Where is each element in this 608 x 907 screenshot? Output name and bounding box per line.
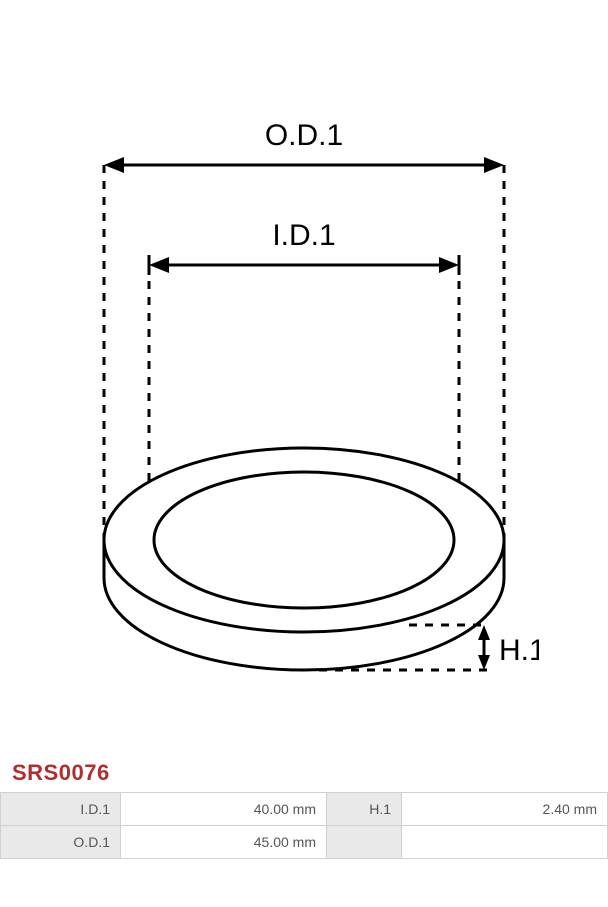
spec-table: I.D.1 40.00 mm H.1 2.40 mm O.D.1 45.00 m… (0, 792, 608, 859)
spec-value: 45.00 mm (121, 826, 327, 859)
h1-label: H.1 (499, 634, 539, 667)
spec-value (402, 826, 608, 859)
part-number: SRS0076 (0, 750, 608, 792)
id-arrow-right (439, 257, 459, 273)
spec-label: O.D.1 (1, 826, 121, 859)
id-label: I.D.1 (272, 219, 335, 252)
ring-diagram: O.D.1 I.D.1 (69, 80, 539, 720)
spec-row: I.D.1 40.00 mm H.1 2.40 mm (1, 793, 608, 826)
od-arrow-left (104, 157, 124, 173)
spec-label: I.D.1 (1, 793, 121, 826)
ring-top-inner (154, 472, 454, 608)
h1-arrow-down (478, 655, 490, 670)
spec-value: 2.40 mm (402, 793, 608, 826)
spec-label: H.1 (327, 793, 402, 826)
spec-row: O.D.1 45.00 mm (1, 826, 608, 859)
h1-arrow-up (478, 625, 490, 640)
diagram-area: O.D.1 I.D.1 (0, 0, 608, 750)
od-arrow-right (484, 157, 504, 173)
spec-value: 40.00 mm (121, 793, 327, 826)
id-arrow-left (149, 257, 169, 273)
od-label: O.D.1 (265, 119, 343, 152)
spec-label (327, 826, 402, 859)
product-spec-sheet: O.D.1 I.D.1 (0, 0, 608, 859)
